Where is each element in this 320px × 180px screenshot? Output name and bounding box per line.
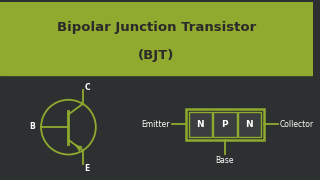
Text: Base: Base <box>216 156 234 165</box>
Text: E: E <box>84 164 90 173</box>
Text: Emitter: Emitter <box>142 120 170 129</box>
Bar <box>0 2 313 75</box>
Bar <box>189 111 212 137</box>
Text: (BJT): (BJT) <box>138 49 175 62</box>
Text: P: P <box>221 120 228 129</box>
Text: Collector: Collector <box>280 120 314 129</box>
Text: Bipolar Junction Transistor: Bipolar Junction Transistor <box>57 21 256 34</box>
Text: C: C <box>84 83 90 92</box>
Text: N: N <box>196 120 204 129</box>
Bar <box>186 109 264 140</box>
Bar <box>237 111 261 137</box>
Bar <box>213 111 236 137</box>
Text: B: B <box>29 122 35 131</box>
Text: N: N <box>245 120 253 129</box>
